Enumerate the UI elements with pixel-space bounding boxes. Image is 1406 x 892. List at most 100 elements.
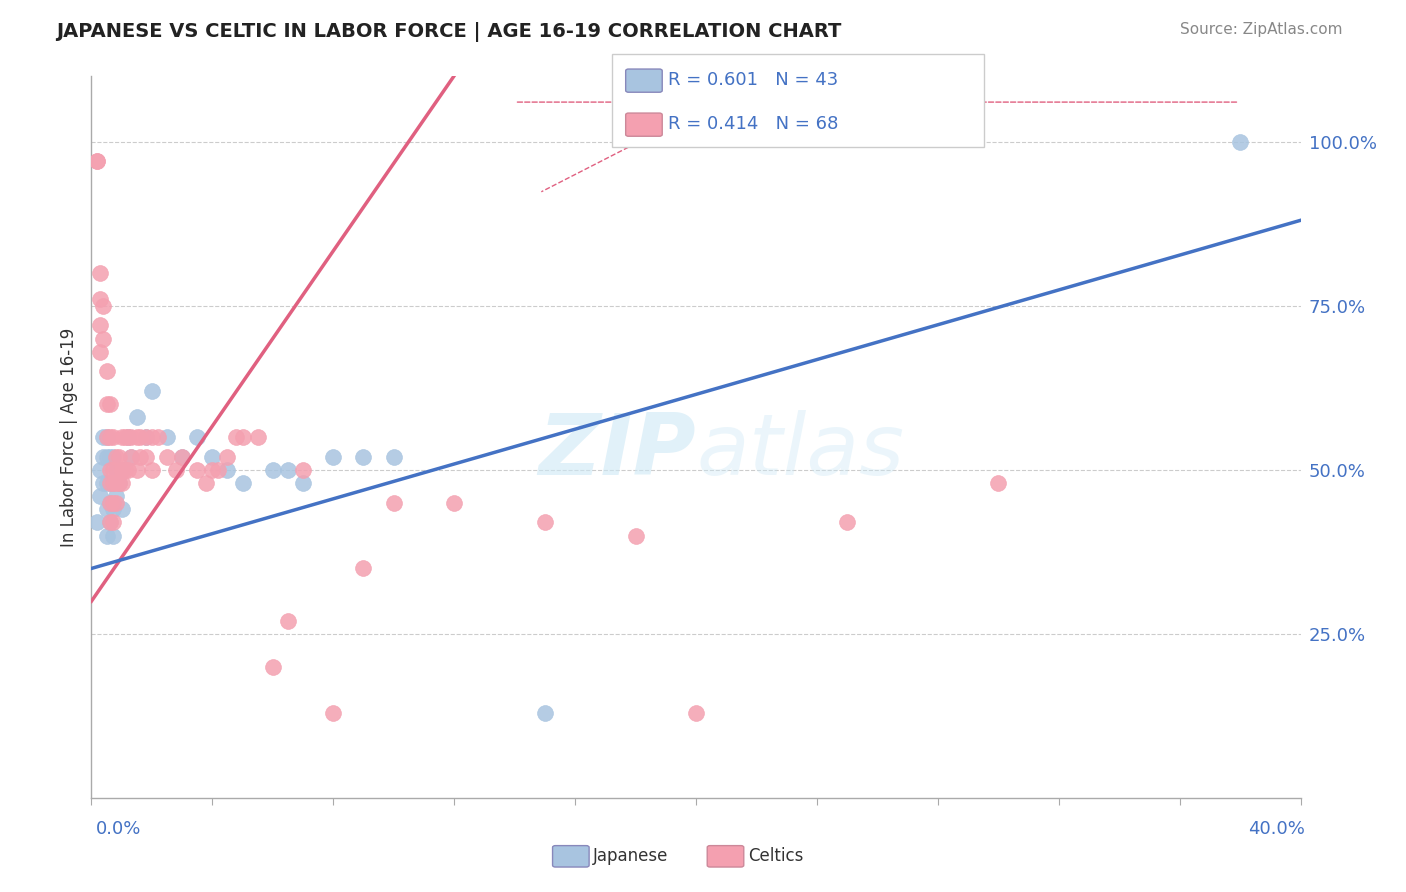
Point xyxy=(93,332,115,346)
Point xyxy=(104,463,127,477)
Point xyxy=(104,476,127,491)
Point xyxy=(987,476,1010,491)
Point xyxy=(135,450,157,464)
Point xyxy=(246,430,269,444)
Point xyxy=(624,528,647,542)
Point xyxy=(382,450,405,464)
Text: R = 0.601   N = 43: R = 0.601 N = 43 xyxy=(668,70,838,88)
Point xyxy=(107,476,129,491)
Text: atlas: atlas xyxy=(696,410,904,493)
Text: 0.0%: 0.0% xyxy=(96,821,141,838)
Point xyxy=(141,463,163,477)
Point xyxy=(292,463,315,477)
Point xyxy=(96,397,118,411)
Point xyxy=(111,463,132,477)
Point xyxy=(207,463,229,477)
Point xyxy=(98,496,121,510)
Point xyxy=(111,463,132,477)
Point xyxy=(104,496,127,510)
Point xyxy=(141,384,163,398)
Text: Japanese: Japanese xyxy=(593,847,669,865)
Point xyxy=(101,502,124,516)
Point xyxy=(217,463,239,477)
Point xyxy=(104,489,127,503)
Point xyxy=(141,430,163,444)
Point xyxy=(89,489,111,503)
Text: Source: ZipAtlas.com: Source: ZipAtlas.com xyxy=(1180,22,1343,37)
Point xyxy=(89,344,111,359)
Point xyxy=(146,430,169,444)
Point xyxy=(835,516,858,530)
Point xyxy=(533,706,555,720)
Point xyxy=(93,476,115,491)
Point xyxy=(120,430,142,444)
Point xyxy=(93,299,115,313)
Point xyxy=(98,516,121,530)
Point xyxy=(186,430,208,444)
Point xyxy=(262,463,284,477)
Point xyxy=(165,463,187,477)
Point xyxy=(231,430,253,444)
Point xyxy=(322,706,344,720)
Point xyxy=(104,450,127,464)
Text: Celtics: Celtics xyxy=(748,847,803,865)
Point xyxy=(98,476,121,491)
Point xyxy=(107,450,129,464)
Point xyxy=(685,706,707,720)
Point xyxy=(107,476,129,491)
Point xyxy=(217,450,239,464)
Point xyxy=(89,463,111,477)
Point xyxy=(322,450,344,464)
Point xyxy=(86,154,108,169)
Point xyxy=(101,430,124,444)
Text: ZIP: ZIP xyxy=(538,410,696,493)
Point xyxy=(172,450,194,464)
Point xyxy=(101,476,124,491)
Point xyxy=(89,266,111,280)
Point xyxy=(225,430,247,444)
Point xyxy=(262,660,284,674)
Point xyxy=(101,528,124,542)
Point xyxy=(156,430,179,444)
Point xyxy=(382,496,405,510)
Point xyxy=(125,410,148,425)
Point xyxy=(96,364,118,378)
Point xyxy=(128,450,150,464)
Point xyxy=(292,476,315,491)
Point xyxy=(98,450,121,464)
Point xyxy=(98,496,121,510)
Point xyxy=(201,450,224,464)
Point xyxy=(96,430,118,444)
Point xyxy=(443,496,465,510)
Point xyxy=(96,476,118,491)
Point xyxy=(128,430,150,444)
Text: R = 0.414   N = 68: R = 0.414 N = 68 xyxy=(668,115,838,133)
Point xyxy=(101,463,124,477)
Point xyxy=(114,430,136,444)
Point xyxy=(98,516,121,530)
Point xyxy=(101,516,124,530)
Point xyxy=(96,502,118,516)
Text: JAPANESE VS CELTIC IN LABOR FORCE | AGE 16-19 CORRELATION CHART: JAPANESE VS CELTIC IN LABOR FORCE | AGE … xyxy=(56,22,842,42)
Point xyxy=(117,430,139,444)
Point xyxy=(277,463,299,477)
Y-axis label: In Labor Force | Age 16-19: In Labor Force | Age 16-19 xyxy=(59,327,77,547)
Point xyxy=(135,430,157,444)
Point xyxy=(352,450,374,464)
Text: 40.0%: 40.0% xyxy=(1249,821,1305,838)
Point xyxy=(96,430,118,444)
Point xyxy=(96,528,118,542)
Point xyxy=(1229,135,1251,149)
Point xyxy=(135,430,157,444)
Point xyxy=(96,450,118,464)
Point xyxy=(125,463,148,477)
Point xyxy=(117,430,139,444)
Point xyxy=(533,516,555,530)
Point xyxy=(201,463,224,477)
Point xyxy=(101,496,124,510)
Point xyxy=(172,450,194,464)
Point xyxy=(125,430,148,444)
Point xyxy=(93,450,115,464)
Point xyxy=(86,154,108,169)
Point xyxy=(156,450,179,464)
